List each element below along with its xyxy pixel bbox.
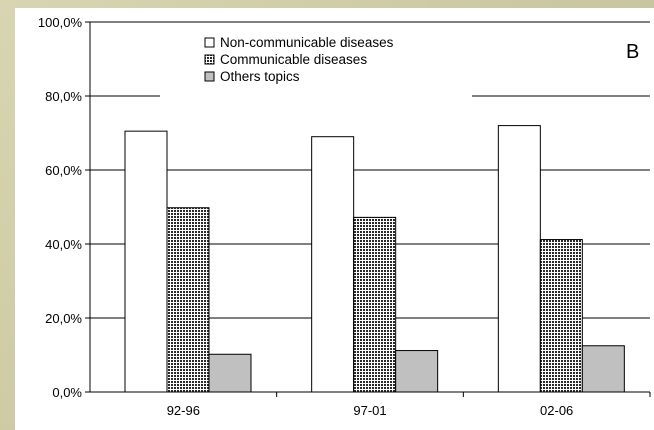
x-tick-label: 97-01	[353, 403, 386, 418]
y-tick-label: 20,0%	[45, 311, 82, 326]
panel-label: B	[626, 41, 639, 63]
tick-labels: 0,0% 20,0% 40,0% 60,0% 80,0% 100,0% 92-96 97-01…	[38, 15, 573, 418]
y-tick-label: 100,0%	[38, 15, 83, 30]
bar	[208, 353, 252, 393]
legend-swatch	[204, 71, 215, 82]
bars	[124, 125, 625, 393]
bar	[539, 239, 583, 393]
y-tick-label: 0,0%	[52, 385, 82, 400]
legend-label: Non-communicable diseases	[220, 35, 394, 50]
x-tick-label: 02-06	[540, 403, 573, 418]
legend-label: Others topics	[220, 69, 300, 84]
bar	[311, 136, 355, 393]
bar	[581, 345, 625, 393]
bar	[395, 350, 439, 393]
legend-label: Communicable diseases	[220, 52, 367, 67]
legend: Non-communicable diseases Communicable di…	[204, 35, 394, 84]
bar	[166, 207, 210, 393]
y-tick-label: 80,0%	[45, 89, 82, 104]
legend-swatch	[204, 37, 215, 48]
bar	[124, 130, 168, 393]
legend-swatch	[204, 54, 215, 65]
bar	[497, 125, 541, 393]
y-tick-label: 60,0%	[45, 163, 82, 178]
x-tick-label: 92-96	[167, 403, 200, 418]
y-tick-label: 40,0%	[45, 237, 82, 252]
bar	[353, 216, 397, 393]
